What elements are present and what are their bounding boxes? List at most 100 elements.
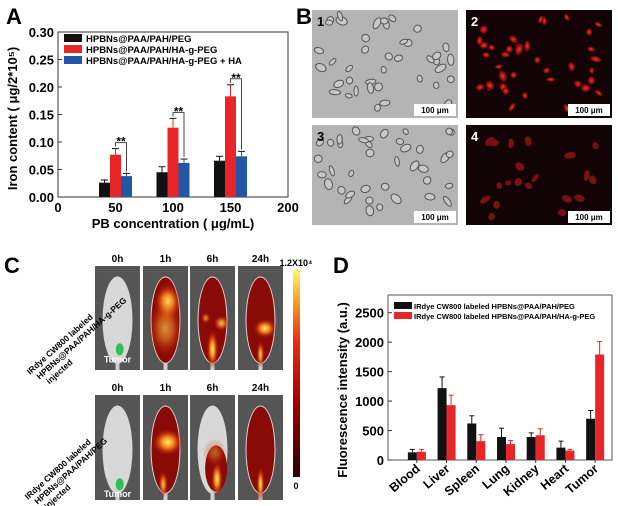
- cell: [365, 148, 375, 158]
- bar: [121, 176, 132, 197]
- cell: [313, 154, 323, 163]
- y-tick-label: 1000: [355, 394, 384, 409]
- mouse-tail: [115, 354, 120, 370]
- time-label: 6h: [207, 254, 219, 265]
- time-label: 0h: [112, 383, 124, 394]
- significance-mark: **: [174, 104, 184, 118]
- panel-label-b: B: [296, 4, 312, 29]
- cell: [326, 138, 335, 147]
- cell: [416, 74, 423, 83]
- bar: [446, 405, 456, 460]
- x-tick-label: 100: [162, 200, 184, 215]
- tumor-marker: [115, 343, 124, 356]
- legend-swatch: [394, 302, 412, 309]
- cell: [444, 182, 454, 189]
- cell: [493, 201, 500, 209]
- cell: [494, 64, 503, 69]
- cell: [344, 93, 353, 99]
- cell: [388, 14, 397, 23]
- time-label: 24h: [252, 254, 269, 265]
- cell: [574, 80, 582, 88]
- y-axis-label: Iron content ( μg/2*10⁵): [5, 47, 20, 190]
- y-tick-label: 0.10: [29, 135, 54, 150]
- cell: [531, 174, 539, 183]
- significance-bracket: [115, 142, 127, 172]
- scale-bar-label: 100 μm: [575, 106, 603, 115]
- cell: [475, 83, 485, 91]
- cell: [353, 85, 359, 97]
- hotspot: [256, 466, 265, 503]
- bar: [236, 156, 247, 197]
- y-tick-label: 1500: [355, 365, 384, 380]
- cell: [315, 62, 327, 73]
- hotspot: [147, 298, 184, 359]
- cell: [402, 128, 409, 136]
- cell: [488, 212, 495, 221]
- legend-label: IRdye CW800 labeled HPBNs@PAA/PAH/HA-g-P…: [414, 312, 595, 321]
- cell: [502, 87, 509, 95]
- bar: [214, 160, 225, 197]
- cell: [496, 182, 502, 189]
- cell: [482, 52, 490, 58]
- tumor-label: Tumor: [104, 489, 132, 499]
- cell: [333, 79, 345, 89]
- cell: [417, 164, 429, 173]
- cell: [328, 165, 335, 177]
- bar: [110, 154, 121, 197]
- cell: [393, 54, 404, 62]
- cell: [336, 134, 343, 145]
- cell: [592, 142, 599, 150]
- hotspot: [211, 461, 223, 497]
- cell: [476, 36, 483, 46]
- cell: [488, 139, 499, 147]
- hotspot: [202, 438, 227, 467]
- bar: [156, 172, 168, 197]
- cell: [328, 58, 337, 66]
- cell: [366, 82, 375, 94]
- cell: [542, 16, 547, 26]
- cell: [315, 138, 325, 147]
- bar: [497, 437, 506, 460]
- time-label: 1h: [160, 254, 172, 265]
- cell: [534, 56, 541, 64]
- panel-label-d: D: [333, 253, 349, 278]
- cell: [443, 195, 452, 207]
- y-axis-label: Fluorescence intensity (a.u.): [335, 302, 350, 478]
- panel-label-a: A: [6, 4, 22, 29]
- fluorescence-signal: [246, 406, 275, 493]
- scale-bar-box: [414, 211, 456, 223]
- hotspot: [158, 470, 169, 499]
- micrograph-3: [312, 125, 458, 225]
- cell: [485, 81, 495, 90]
- cell: [561, 195, 572, 203]
- y-tick-label: 0.15: [29, 108, 54, 123]
- bar: [416, 451, 426, 460]
- bar: [586, 418, 596, 460]
- cell: [509, 35, 518, 44]
- cell: [445, 150, 454, 159]
- cell: [447, 53, 455, 66]
- bar: [167, 127, 179, 197]
- colorbar: [293, 270, 300, 477]
- cell: [446, 75, 455, 84]
- bar: [476, 441, 486, 460]
- cell: [424, 193, 436, 201]
- x-axis-label: PB concentration ( μg/mL): [92, 216, 255, 231]
- cell: [432, 51, 442, 61]
- time-label: 6h: [207, 383, 219, 394]
- tumor-marker: [115, 478, 124, 491]
- cell: [480, 195, 491, 204]
- cell: [583, 170, 590, 181]
- x-tick-label: Tumor: [563, 461, 601, 496]
- panel-label-c: C: [4, 253, 20, 278]
- cell: [505, 45, 513, 53]
- cell: [508, 102, 516, 112]
- y-tick-label: 0.00: [29, 190, 54, 205]
- hotspot: [256, 340, 265, 369]
- cell: [384, 52, 393, 61]
- tumor-label: Tumor: [104, 355, 132, 365]
- scale-bar-label: 100 μm: [421, 106, 449, 115]
- micrograph-number: 3: [317, 129, 324, 144]
- cell: [488, 44, 495, 51]
- cell: [505, 180, 512, 186]
